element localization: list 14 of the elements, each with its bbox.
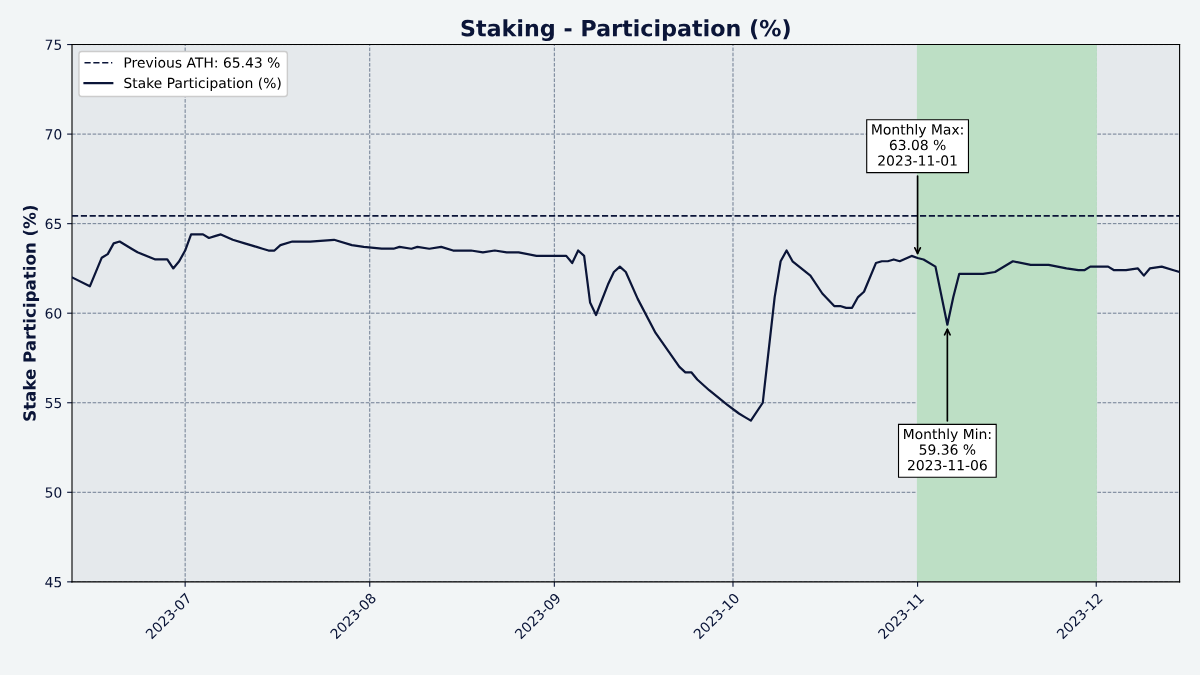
y-tick-label: 45 (45, 577, 62, 588)
y-tick-label: 75 (45, 39, 62, 51)
legend-label: Stake Participation (%) (124, 77, 281, 91)
annotation: Monthly Min: 59.36 % 2023-11-06 (904, 428, 991, 471)
y-tick-label: 65 (45, 218, 62, 230)
y-tick-label: 70 (45, 129, 62, 140)
y-tick-label: 60 (45, 308, 62, 319)
chart-title: Staking - Participation (%) (461, 19, 790, 42)
annotation: Monthly Max: 63.08 % 2023-11-01 (872, 123, 963, 166)
y-tick-label: 50 (45, 487, 62, 498)
y-tick-label: 55 (45, 397, 62, 409)
line-series (72, 233, 1180, 422)
y-axis-title: Stake Participation (%) (22, 205, 40, 421)
legend-label: Previous ATH: 65.43 % (124, 57, 280, 68)
